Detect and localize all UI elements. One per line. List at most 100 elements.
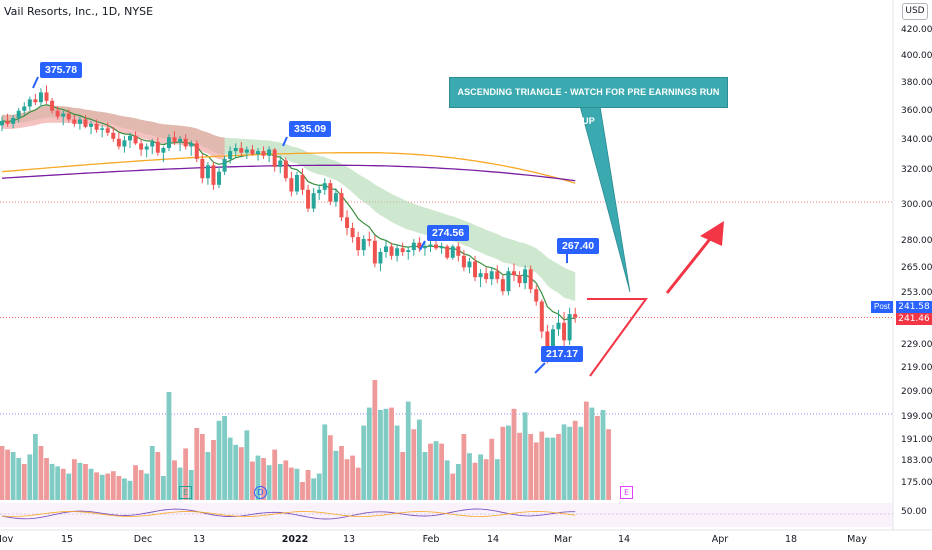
volume-bar (133, 465, 138, 500)
candle (406, 246, 411, 260)
volume-bar (211, 440, 216, 500)
volume-bar (511, 408, 517, 500)
candle (356, 231, 361, 256)
moving-averages (1, 104, 576, 321)
candle-body (217, 171, 222, 185)
upcoming-earnings-icon[interactable]: E (620, 486, 633, 499)
candle (294, 171, 299, 195)
candle-body (545, 331, 550, 357)
candle (567, 307, 572, 345)
candle-body (434, 244, 439, 249)
ma-200-line (1, 164, 576, 182)
candle-body (367, 238, 372, 241)
candle (350, 222, 355, 243)
annotation-callout[interactable]: ASCENDING TRIANGLE - WATCH FOR PRE EARNI… (449, 77, 728, 126)
volume-bar (583, 401, 589, 500)
volume-bar (366, 407, 372, 500)
candle-body (345, 217, 350, 229)
candle-body (395, 248, 400, 256)
volume-bar (378, 410, 383, 500)
candle (11, 115, 16, 129)
candle (83, 115, 88, 129)
candle-body (44, 92, 49, 101)
price-callout-dec[interactable]: 335.09 (289, 121, 332, 137)
candle (500, 275, 505, 296)
volume-bar (244, 430, 250, 500)
volume-bar (428, 443, 433, 500)
candle (389, 242, 394, 260)
volume-bar (361, 425, 367, 500)
volume-bar (595, 416, 600, 500)
candle (445, 244, 450, 260)
candle-body (100, 128, 105, 130)
volume-bar (400, 452, 406, 500)
ma-orange-line (1, 152, 576, 184)
price-callout-high[interactable]: 375.78 (40, 62, 83, 78)
volume-bar (561, 424, 567, 500)
volume-bar (272, 449, 278, 500)
volume-bar (155, 452, 161, 500)
post-price-tag: 241.58 (896, 301, 932, 313)
earnings-event-icon[interactable]: E (179, 486, 192, 499)
candle-body (133, 135, 138, 144)
volume-bar (455, 464, 461, 500)
candle-body (205, 165, 210, 179)
candle (383, 240, 388, 258)
candle-body (328, 183, 333, 202)
volume-bar (94, 472, 100, 500)
currency-badge[interactable]: USD (902, 3, 928, 20)
volume-bar (416, 419, 422, 500)
volume-bar (450, 473, 456, 500)
volume-bar (27, 454, 33, 500)
candle-body (77, 119, 82, 124)
price-callout-jan[interactable]: 274.56 (427, 225, 470, 241)
volume-bar (227, 437, 233, 500)
candle-body (250, 149, 255, 155)
volume-bar (32, 434, 38, 500)
candle (422, 242, 427, 256)
volume-bar (355, 467, 361, 500)
candle-body (111, 132, 116, 139)
volume-bar (250, 461, 255, 500)
volume-bar (467, 453, 472, 500)
volume-bar (433, 441, 439, 500)
candle-body (11, 118, 16, 124)
candle-body (478, 273, 483, 278)
candle (94, 119, 99, 133)
candle-body (228, 151, 233, 159)
volume-bar (339, 446, 344, 500)
oscillator-signal (1, 511, 576, 517)
volume-bar (522, 412, 528, 500)
candle (306, 184, 311, 213)
candle-body (178, 138, 183, 142)
volume-bar (77, 462, 83, 500)
candle (367, 231, 372, 247)
volume-bar (44, 458, 49, 500)
candle-body (378, 252, 383, 264)
symbol-title[interactable]: Vail Resorts, Inc., 1D, NYSE (4, 5, 154, 18)
price-callout-low[interactable]: 217.17 (541, 346, 584, 362)
volume-bar (188, 470, 194, 500)
candle-body (361, 238, 366, 251)
x-tick-label: 14 (486, 534, 500, 545)
candle-body (72, 119, 77, 124)
y-tick-label: 191.00 (901, 435, 932, 445)
price-callout-feb[interactable]: 267.40 (557, 238, 600, 254)
candle (155, 137, 160, 156)
candle (100, 125, 105, 138)
volume-bar (233, 444, 239, 500)
candle-body (161, 148, 166, 153)
dividend-event-icon[interactable]: D (254, 486, 267, 499)
candle-body (300, 174, 305, 190)
volume-bar (16, 458, 22, 500)
oscillator-line (1, 508, 576, 520)
candle (178, 135, 183, 152)
candle-body (523, 269, 528, 284)
candle (166, 134, 171, 152)
volume-bar (194, 428, 200, 500)
candle-body (283, 160, 288, 179)
volume-bar (177, 467, 183, 500)
candle (261, 146, 266, 159)
volume-bar (5, 449, 10, 500)
